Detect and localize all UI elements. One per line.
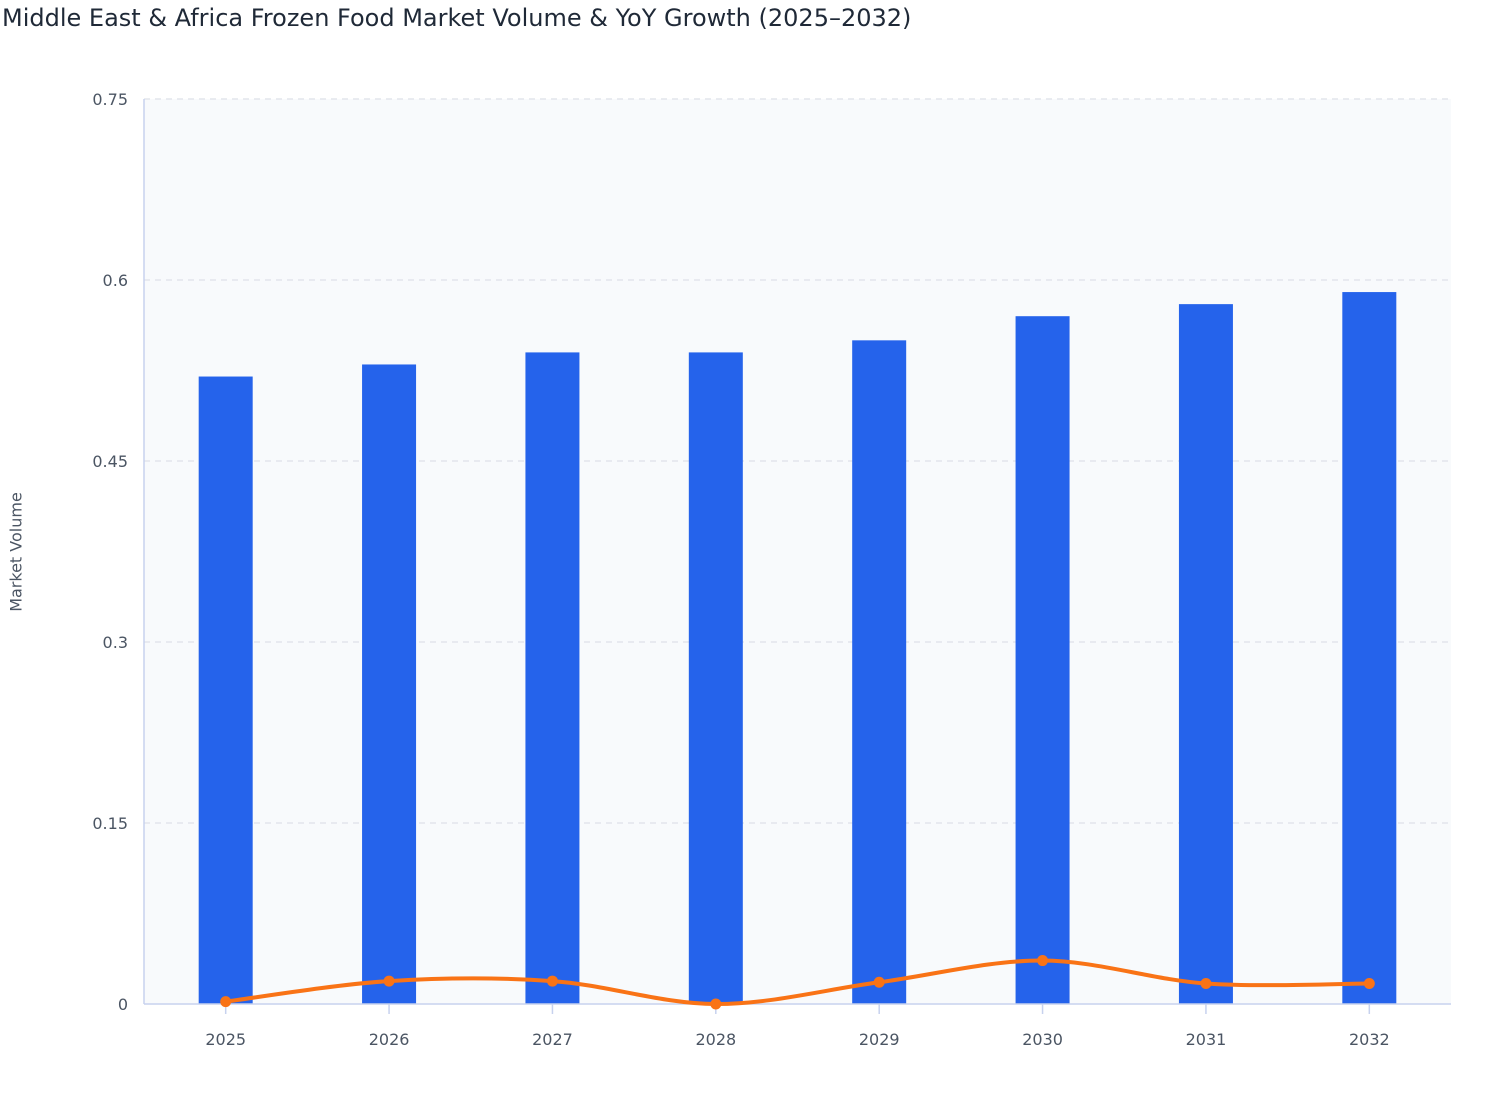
bar xyxy=(1178,304,1233,1005)
growth-point xyxy=(873,976,885,988)
growth-point xyxy=(546,975,558,987)
bar xyxy=(362,364,417,1004)
y-tick-label: 0.6 xyxy=(103,271,128,290)
x-tick-label: 2032 xyxy=(1349,1030,1390,1049)
growth-point xyxy=(710,998,722,1010)
x-tick-label: 2028 xyxy=(695,1030,736,1049)
growth-point xyxy=(1363,977,1375,989)
x-tick-label: 2030 xyxy=(1022,1030,1063,1049)
bar xyxy=(525,352,580,1004)
y-tick-label: 0.15 xyxy=(92,814,128,833)
growth-point xyxy=(1037,955,1049,967)
x-tick-label: 2029 xyxy=(859,1030,900,1049)
x-tick-label: 2026 xyxy=(369,1030,410,1049)
y-tick-label: 0.45 xyxy=(92,452,128,471)
chart-title: Middle East & Africa Frozen Food Market … xyxy=(2,4,912,32)
bar xyxy=(1342,292,1397,1005)
y-tick-label: 0.75 xyxy=(92,90,128,109)
plot-background xyxy=(144,99,1451,1004)
y-tick-label: 0.3 xyxy=(103,633,128,652)
growth-point xyxy=(1200,977,1212,989)
bar xyxy=(688,352,743,1004)
x-tick-label: 2031 xyxy=(1186,1030,1227,1049)
growth-point xyxy=(220,996,232,1008)
y-tick-label: 0 xyxy=(118,995,128,1014)
growth-line xyxy=(225,958,1370,1007)
x-tick-label: 2025 xyxy=(205,1030,246,1049)
bar xyxy=(1015,316,1070,1004)
x-tick-label: 2027 xyxy=(532,1030,573,1049)
growth-point xyxy=(383,975,395,987)
bar xyxy=(852,340,907,1004)
bar xyxy=(198,376,253,1004)
